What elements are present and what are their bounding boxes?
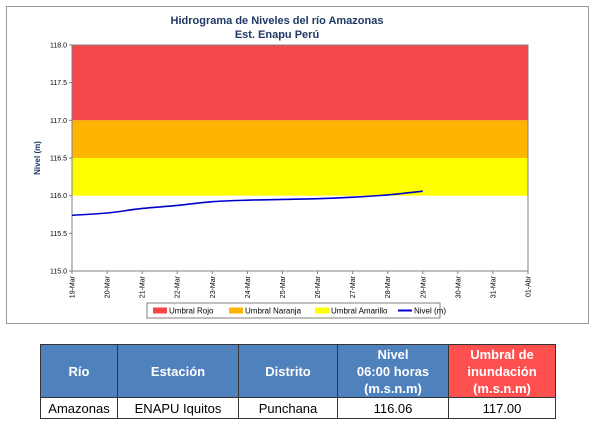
y-tick-label: 118.0: [50, 43, 67, 50]
header-line: Nivel: [377, 346, 409, 362]
y-tick-label: 115.0: [50, 269, 67, 276]
header-line: Río: [68, 363, 90, 379]
x-tick-label: 19-Mar: [70, 275, 77, 298]
x-tick-label: 26-Mar: [315, 275, 322, 298]
y-tick-label: 117.5: [50, 80, 67, 87]
table-row: Amazonas ENAPU Iquitos Punchana 116.06 1…: [40, 397, 556, 419]
x-tick-label: 24-Mar: [245, 275, 252, 298]
band-umbral-rojo: [72, 45, 528, 121]
x-tick-label: 31-Mar: [490, 275, 497, 298]
legend-swatch: [229, 307, 243, 314]
header-estacion: Estación: [117, 344, 239, 398]
legend-label: Umbral Naranja: [245, 307, 302, 316]
x-tick-label: 23-Mar: [210, 275, 217, 298]
cell-distrito: Punchana: [238, 397, 338, 419]
y-tick-label: 117.0: [50, 118, 67, 125]
legend-swatch: [153, 307, 167, 314]
header-nivel: Nivel 06:00 horas (m.s.n.m): [337, 344, 449, 398]
header-line: Distrito: [265, 363, 311, 379]
x-tick-label: 21-Mar: [140, 275, 147, 298]
x-tick-label: 01-Abr: [526, 275, 533, 297]
header-distrito: Distrito: [238, 344, 338, 398]
chart-frame: Hidrograma de Niveles del río Amazonas E…: [6, 6, 589, 324]
header-umbral-inundacion: Umbral de inundación (m.s.n.m): [448, 344, 556, 398]
header-line: Umbral de: [470, 346, 534, 362]
x-tick-label: 27-Mar: [350, 275, 357, 298]
hydrograph-chart: Hidrograma de Niveles del río Amazonas E…: [33, 15, 533, 319]
header-line: Estación: [150, 363, 206, 379]
header-line: inundación: [467, 363, 537, 379]
header-line: (m.s.n.m): [473, 380, 531, 396]
x-tick-label: 29-Mar: [420, 275, 427, 298]
y-axis-label: Nivel (m): [33, 141, 42, 175]
x-tick-label: 25-Mar: [280, 275, 287, 298]
river-info-table: Río Estación Distrito Nivel 06:00 horas (m…: [40, 344, 556, 419]
band-umbral-amarillo: [72, 158, 528, 196]
cell-estacion: ENAPU Iquitos: [117, 397, 239, 419]
y-tick-label: 116.0: [50, 193, 67, 200]
chart-subtitle: Est. Enapu Perú: [235, 29, 319, 41]
header-rio: Río: [40, 344, 118, 398]
y-tick-label: 116.5: [50, 156, 67, 163]
legend: Umbral Rojo Umbral Naranja Umbral Amarillo…: [146, 302, 446, 319]
x-tick-label: 28-Mar: [385, 275, 392, 298]
band-umbral-naranja: [72, 120, 528, 158]
cell-umbral: 117.00: [448, 397, 556, 419]
cell-nivel: 116.06: [337, 397, 449, 419]
table-header-row: Río Estación Distrito Nivel 06:00 horas (m…: [40, 344, 556, 398]
series-line-nivel: [71, 190, 423, 217]
cell-rio: Amazonas: [40, 397, 118, 419]
header-line: 06:00 horas: [356, 363, 430, 379]
x-tick-label: 22-Mar: [175, 275, 182, 298]
legend-label: Umbral Amarillo: [331, 307, 388, 316]
x-tick-label: 30-Mar: [455, 275, 462, 298]
header-line: (m.s.n.m): [364, 380, 422, 396]
legend-label: Nivel (m): [414, 307, 446, 316]
x-tick-label: 20-Mar: [105, 275, 112, 298]
legend-swatch: [315, 307, 329, 314]
y-tick-label: 115.5: [50, 231, 67, 238]
chart-title: Hidrograma de Niveles del río Amazonas: [171, 15, 384, 27]
legend-box: [146, 302, 441, 319]
legend-label: Umbral Rojo: [169, 307, 214, 316]
